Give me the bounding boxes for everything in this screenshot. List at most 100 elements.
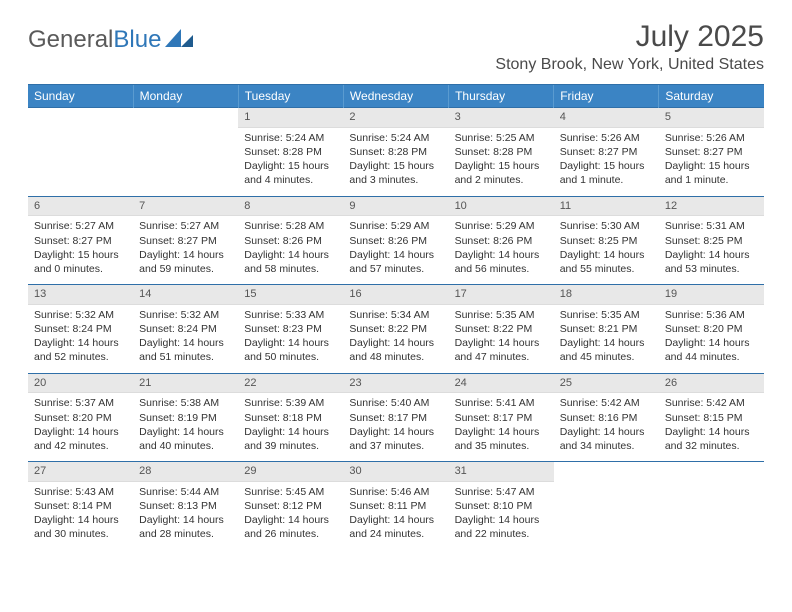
daylight-text: Daylight: 15 hours and 1 minute. [560, 159, 653, 187]
sunset-text: Sunset: 8:13 PM [139, 499, 232, 513]
calendar-day: 7Sunrise: 5:27 AMSunset: 8:27 PMDaylight… [133, 196, 238, 285]
day-number: 28 [133, 462, 238, 482]
calendar-day: 10Sunrise: 5:29 AMSunset: 8:26 PMDayligh… [449, 196, 554, 285]
calendar-day [133, 108, 238, 197]
day-content: Sunrise: 5:26 AMSunset: 8:27 PMDaylight:… [554, 128, 659, 196]
sunrise-text: Sunrise: 5:28 AM [244, 219, 337, 233]
calendar-week: 6Sunrise: 5:27 AMSunset: 8:27 PMDaylight… [28, 196, 764, 285]
calendar-day: 21Sunrise: 5:38 AMSunset: 8:19 PMDayligh… [133, 373, 238, 462]
sunrise-text: Sunrise: 5:26 AM [665, 131, 758, 145]
day-number: 9 [343, 197, 448, 217]
day-content: Sunrise: 5:42 AMSunset: 8:15 PMDaylight:… [659, 393, 764, 461]
calendar-day: 17Sunrise: 5:35 AMSunset: 8:22 PMDayligh… [449, 285, 554, 374]
daylight-text: Daylight: 14 hours and 22 minutes. [455, 513, 548, 541]
day-content: Sunrise: 5:27 AMSunset: 8:27 PMDaylight:… [28, 216, 133, 284]
daylight-text: Daylight: 14 hours and 42 minutes. [34, 425, 127, 453]
sunrise-text: Sunrise: 5:27 AM [34, 219, 127, 233]
sunrise-text: Sunrise: 5:44 AM [139, 485, 232, 499]
day-header: Friday [554, 85, 659, 108]
calendar-day: 22Sunrise: 5:39 AMSunset: 8:18 PMDayligh… [238, 373, 343, 462]
day-number: 25 [554, 374, 659, 394]
sunrise-text: Sunrise: 5:33 AM [244, 308, 337, 322]
daylight-text: Daylight: 14 hours and 48 minutes. [349, 336, 442, 364]
sunrise-text: Sunrise: 5:42 AM [560, 396, 653, 410]
calendar-day: 1Sunrise: 5:24 AMSunset: 8:28 PMDaylight… [238, 108, 343, 197]
sunset-text: Sunset: 8:28 PM [349, 145, 442, 159]
daylight-text: Daylight: 14 hours and 44 minutes. [665, 336, 758, 364]
daylight-text: Daylight: 14 hours and 35 minutes. [455, 425, 548, 453]
day-content: Sunrise: 5:30 AMSunset: 8:25 PMDaylight:… [554, 216, 659, 284]
sunset-text: Sunset: 8:24 PM [139, 322, 232, 336]
day-number: 20 [28, 374, 133, 394]
sunset-text: Sunset: 8:12 PM [244, 499, 337, 513]
daylight-text: Daylight: 14 hours and 57 minutes. [349, 248, 442, 276]
daylight-text: Daylight: 14 hours and 52 minutes. [34, 336, 127, 364]
day-number: 24 [449, 374, 554, 394]
day-number: 23 [343, 374, 448, 394]
daylight-text: Daylight: 14 hours and 40 minutes. [139, 425, 232, 453]
day-number: 7 [133, 197, 238, 217]
day-content: Sunrise: 5:29 AMSunset: 8:26 PMDaylight:… [343, 216, 448, 284]
sunrise-text: Sunrise: 5:45 AM [244, 485, 337, 499]
day-number: 22 [238, 374, 343, 394]
day-number: 10 [449, 197, 554, 217]
sunrise-text: Sunrise: 5:42 AM [665, 396, 758, 410]
calendar-week: 13Sunrise: 5:32 AMSunset: 8:24 PMDayligh… [28, 285, 764, 374]
sunrise-text: Sunrise: 5:32 AM [139, 308, 232, 322]
sunset-text: Sunset: 8:25 PM [560, 234, 653, 248]
sunrise-text: Sunrise: 5:47 AM [455, 485, 548, 499]
day-number: 31 [449, 462, 554, 482]
sunset-text: Sunset: 8:20 PM [34, 411, 127, 425]
day-header: Tuesday [238, 85, 343, 108]
sunset-text: Sunset: 8:26 PM [455, 234, 548, 248]
day-number: 19 [659, 285, 764, 305]
day-number: 3 [449, 108, 554, 128]
day-content: Sunrise: 5:27 AMSunset: 8:27 PMDaylight:… [133, 216, 238, 284]
day-content: Sunrise: 5:37 AMSunset: 8:20 PMDaylight:… [28, 393, 133, 461]
calendar-day: 27Sunrise: 5:43 AMSunset: 8:14 PMDayligh… [28, 462, 133, 550]
daylight-text: Daylight: 14 hours and 45 minutes. [560, 336, 653, 364]
daylight-text: Daylight: 14 hours and 56 minutes. [455, 248, 548, 276]
day-content: Sunrise: 5:41 AMSunset: 8:17 PMDaylight:… [449, 393, 554, 461]
page-header: GeneralBlue July 2025 Stony Brook, New Y… [28, 20, 764, 80]
calendar-day: 11Sunrise: 5:30 AMSunset: 8:25 PMDayligh… [554, 196, 659, 285]
daylight-text: Daylight: 15 hours and 4 minutes. [244, 159, 337, 187]
calendar-body: 1Sunrise: 5:24 AMSunset: 8:28 PMDaylight… [28, 108, 764, 550]
day-header: Monday [133, 85, 238, 108]
sunset-text: Sunset: 8:26 PM [349, 234, 442, 248]
calendar-day: 6Sunrise: 5:27 AMSunset: 8:27 PMDaylight… [28, 196, 133, 285]
sunrise-text: Sunrise: 5:24 AM [244, 131, 337, 145]
day-number: 2 [343, 108, 448, 128]
day-number: 5 [659, 108, 764, 128]
day-content: Sunrise: 5:25 AMSunset: 8:28 PMDaylight:… [449, 128, 554, 196]
sunset-text: Sunset: 8:10 PM [455, 499, 548, 513]
day-number: 16 [343, 285, 448, 305]
day-content: Sunrise: 5:40 AMSunset: 8:17 PMDaylight:… [343, 393, 448, 461]
sunrise-text: Sunrise: 5:36 AM [665, 308, 758, 322]
calendar-week: 1Sunrise: 5:24 AMSunset: 8:28 PMDaylight… [28, 108, 764, 197]
sunrise-text: Sunrise: 5:41 AM [455, 396, 548, 410]
calendar-day: 25Sunrise: 5:42 AMSunset: 8:16 PMDayligh… [554, 373, 659, 462]
daylight-text: Daylight: 14 hours and 51 minutes. [139, 336, 232, 364]
calendar-week: 20Sunrise: 5:37 AMSunset: 8:20 PMDayligh… [28, 373, 764, 462]
daylight-text: Daylight: 14 hours and 39 minutes. [244, 425, 337, 453]
calendar-day: 18Sunrise: 5:35 AMSunset: 8:21 PMDayligh… [554, 285, 659, 374]
day-header: Sunday [28, 85, 133, 108]
calendar-day: 2 Sunrise: 5:24 AMSunset: 8:28 PMDaylight… [343, 108, 448, 197]
daylight-text: Daylight: 14 hours and 37 minutes. [349, 425, 442, 453]
calendar-day [28, 108, 133, 197]
daylight-text: Daylight: 14 hours and 32 minutes. [665, 425, 758, 453]
sunset-text: Sunset: 8:24 PM [34, 322, 127, 336]
sunrise-text: Sunrise: 5:24 AM [349, 131, 442, 145]
day-content: Sunrise: 5:36 AMSunset: 8:20 PMDaylight:… [659, 305, 764, 373]
day-number: 17 [449, 285, 554, 305]
sunset-text: Sunset: 8:26 PM [244, 234, 337, 248]
daylight-text: Daylight: 14 hours and 24 minutes. [349, 513, 442, 541]
day-content: Sunrise: 5:31 AMSunset: 8:25 PMDaylight:… [659, 216, 764, 284]
calendar-day: 20Sunrise: 5:37 AMSunset: 8:20 PMDayligh… [28, 373, 133, 462]
daylight-text: Daylight: 14 hours and 28 minutes. [139, 513, 232, 541]
sunrise-text: Sunrise: 5:46 AM [349, 485, 442, 499]
sunset-text: Sunset: 8:19 PM [139, 411, 232, 425]
daylight-text: Daylight: 14 hours and 47 minutes. [455, 336, 548, 364]
daylight-text: Daylight: 15 hours and 3 minutes. [349, 159, 442, 187]
